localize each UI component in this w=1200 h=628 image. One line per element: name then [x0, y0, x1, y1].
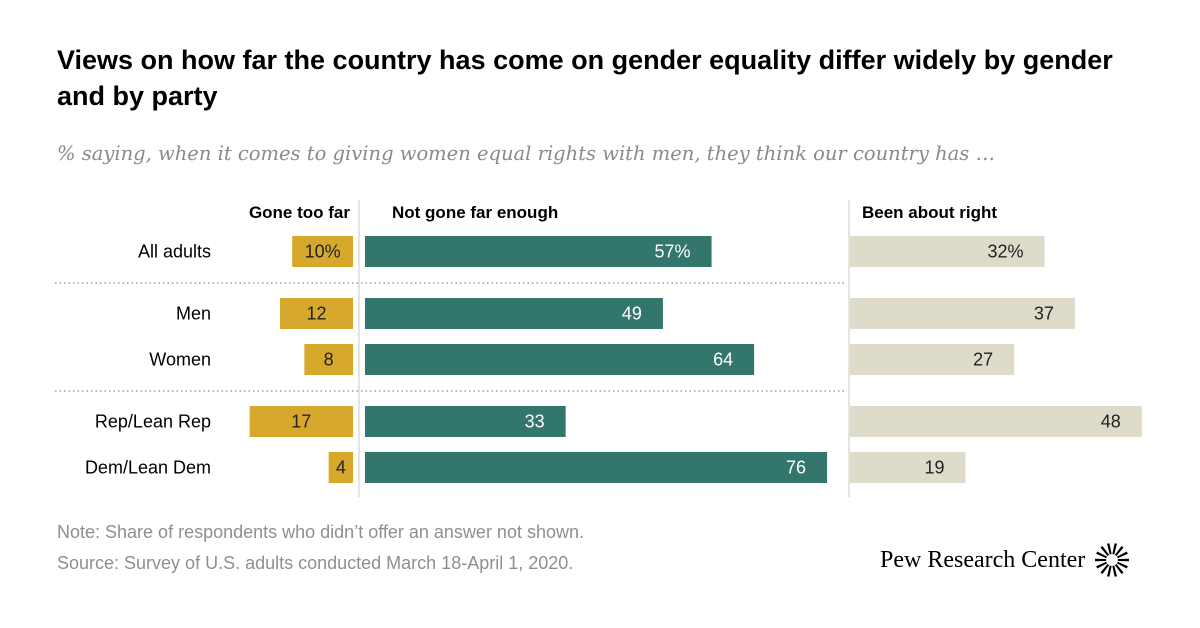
sunburst-ray	[1100, 545, 1110, 556]
data-label-not-gone-far-enough: 33	[525, 412, 545, 432]
category-label: Dem/Lean Dem	[85, 458, 211, 478]
sunburst-ray	[1117, 551, 1129, 559]
data-label-been-about-right: 48	[1101, 412, 1121, 432]
sunburst-ray	[1117, 561, 1129, 569]
bar-gone-too-far	[328, 452, 353, 483]
bar-been-about-right	[850, 344, 1015, 375]
data-label-not-gone-far-enough: 57%	[655, 242, 691, 262]
sunburst-ray	[1112, 565, 1118, 577]
bar-not-gone-far-enough	[365, 298, 663, 329]
bar-not-gone-far-enough	[365, 452, 828, 483]
data-label-gone-too-far: 17	[291, 412, 311, 432]
bar-been-about-right	[850, 452, 966, 483]
sunburst-ray	[1115, 545, 1124, 556]
sunburst-ray	[1095, 558, 1107, 562]
bar-gone-too-far	[304, 344, 353, 375]
legend-not-gone-far-enough: Not gone far enough	[392, 203, 558, 222]
bar-been-about-right	[850, 236, 1045, 267]
sunburst-ray	[1100, 564, 1110, 575]
note-text: Note: Share of respondents who didn’t of…	[57, 522, 584, 542]
source-text: Source: Survey of U.S. adults conducted …	[57, 553, 574, 573]
bar-not-gone-far-enough	[365, 344, 755, 375]
bar-chart: Gone too far Not gone far enough Been abou…	[55, 200, 1142, 497]
bar-been-about-right	[850, 298, 1075, 329]
bar-not-gone-far-enough	[365, 406, 566, 437]
sunburst-ray	[1107, 565, 1112, 577]
data-label-been-about-right: 27	[973, 350, 993, 370]
data-label-been-about-right: 32%	[988, 242, 1024, 262]
data-label-not-gone-far-enough: 76	[786, 458, 806, 478]
data-label-gone-too-far: 10%	[305, 242, 341, 262]
bar-not-gone-far-enough	[365, 236, 712, 267]
chart-title: Views on how far the country has come on…	[57, 45, 1113, 111]
sunburst-ray	[1096, 561, 1108, 569]
category-label: Men	[176, 304, 211, 324]
pew-logo: Pew Research Center	[880, 541, 1131, 579]
sunburst-ray	[1112, 543, 1118, 555]
sunburst-ray	[1115, 564, 1124, 575]
data-label-been-about-right: 19	[924, 458, 944, 478]
pew-sunburst-icon	[1095, 543, 1130, 577]
data-label-been-about-right: 37	[1034, 304, 1054, 324]
category-label: All adults	[138, 242, 211, 262]
sunburst-ray	[1118, 558, 1130, 562]
bar-gone-too-far	[292, 236, 353, 267]
data-label-gone-too-far: 4	[336, 458, 346, 478]
legend-been-about-right: Been about right	[862, 203, 997, 222]
chart-subtitle: % saying, when it comes to giving women …	[57, 142, 995, 165]
logo-text: Pew Research Center	[880, 546, 1086, 573]
legend-gone-too-far: Gone too far	[249, 203, 350, 222]
data-label-not-gone-far-enough: 64	[713, 350, 733, 370]
category-label: Women	[149, 350, 211, 370]
bar-gone-too-far	[249, 406, 353, 437]
bar-been-about-right	[850, 406, 1142, 437]
bar-gone-too-far	[280, 298, 353, 329]
data-label-gone-too-far: 12	[307, 304, 327, 324]
category-label: Rep/Lean Rep	[95, 412, 211, 432]
data-label-gone-too-far: 8	[324, 350, 334, 370]
data-label-not-gone-far-enough: 49	[622, 304, 642, 324]
sunburst-ray	[1096, 551, 1108, 559]
sunburst-ray	[1107, 543, 1112, 555]
